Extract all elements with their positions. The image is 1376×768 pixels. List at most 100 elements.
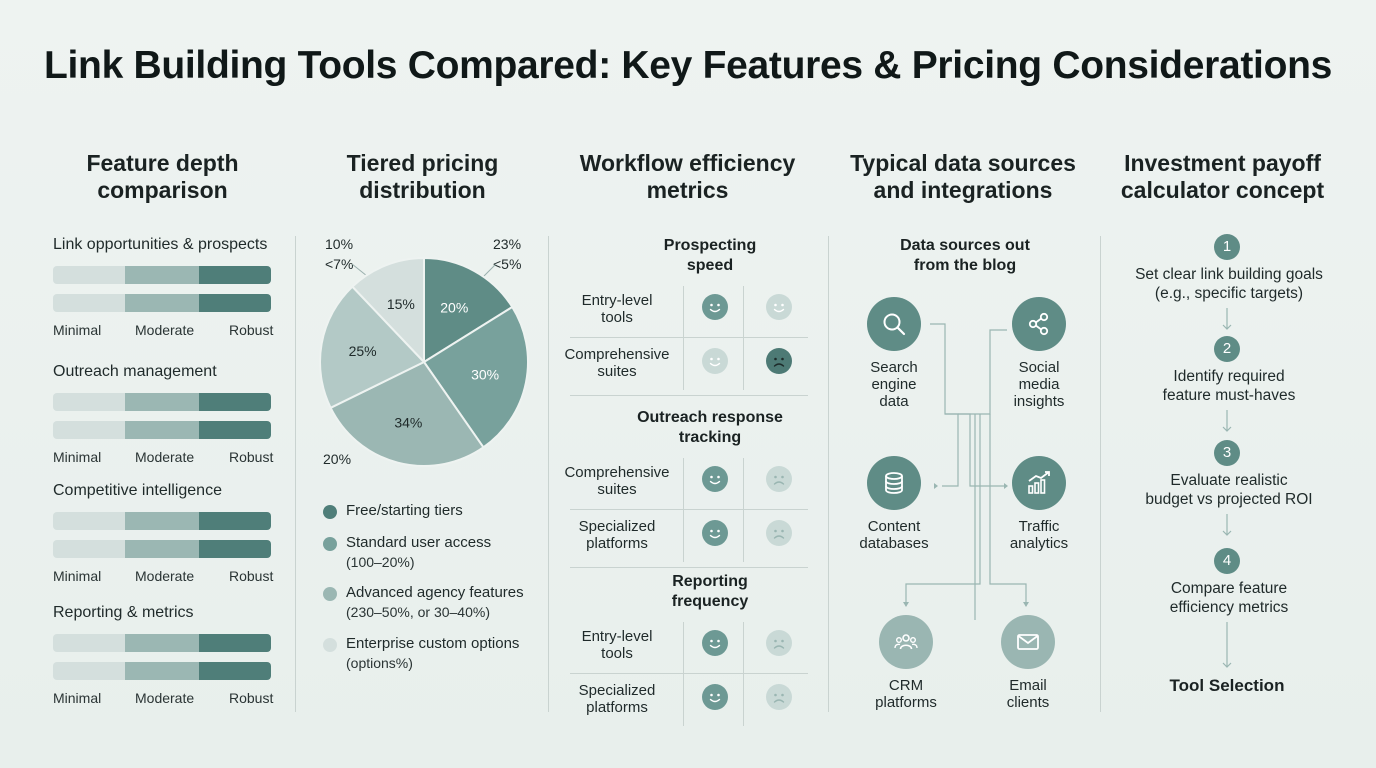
scale-robust: Robust [229,322,274,338]
pie-slice [422,305,529,449]
pie-outer-label: <7% [325,256,354,272]
grid-line [683,622,684,726]
scale-moderate: Moderate [135,690,195,706]
pie-slice [423,256,514,364]
feature-bar-segment [53,540,125,558]
feature-bar [53,393,271,411]
datasource-label-line: analytics [1009,535,1069,552]
pie-svg: 20% 30% 34% 25% 15% [319,256,529,467]
scale-moderate: Moderate [135,568,195,584]
step-number-badge: 2 [1214,336,1240,362]
workflow-section-title: Outreach response tracking [610,408,810,448]
feature-depth-title: Feature depth comparison [86,150,239,203]
down-arrow-icon [1221,410,1233,432]
workflow-row-label-line: platforms [586,699,648,716]
sad-face-icon [766,348,792,374]
legend-sublabel: (options%) [346,655,413,671]
pricing-pie-chart: 20% 30% 34% 25% 15% [318,256,530,468]
grid-line [743,458,744,562]
grid-line [570,509,808,510]
feature-bar-segment [53,266,125,284]
integration-connectors [903,323,1029,620]
workflow-row-label-line: Comprehensive [564,464,670,481]
datasource-label-line: Content [867,518,921,535]
datasource-label-line: media [1018,376,1060,393]
workflow-section-title: Prospecting speed [610,236,810,276]
datasource-label: Email clients [978,677,1078,711]
scale-minimal: Minimal [53,690,102,706]
workflow-section-title: Reporting frequency [610,572,810,612]
down-arrow-icon [1221,622,1233,668]
datasource-label-line: Social [1018,359,1060,376]
legend-label: Enterprise custom options [346,635,520,652]
sad-face-icon [766,466,792,492]
pie-outer-label: 10% [325,236,354,252]
sad-face-icon [766,684,792,710]
feature-bar [53,512,271,530]
workflow-row-label-line: Specialized [578,518,656,535]
datasource-label: CRM platforms [856,677,956,711]
workflow-title: Workflow efficiency metrics [579,150,796,203]
down-arrow-icon [1221,308,1233,330]
mail-icon [1001,615,1055,669]
scale-moderate: Moderate [135,449,195,465]
scale-robust: Robust [229,690,274,706]
feature-group-label: Link opportunities & prospects [53,236,268,253]
datasource-label-line: platforms [875,694,937,711]
grid-line [743,622,744,726]
feature-bar-segment [199,540,271,558]
pie-slice-label: 30% [471,367,499,383]
grid-line [683,458,684,562]
legend-label: Advanced agency features [346,584,524,601]
feature-bar [53,662,271,680]
column-divider [828,236,829,712]
smiley-face-icon [702,684,728,710]
workflow-row-label-line: Entry-level [581,628,653,645]
workflow-row-label-line: Entry-level [581,292,653,309]
workflow-row-label-line: suites [597,363,637,380]
down-arrow-icon [1221,514,1233,536]
datasource-label: Search engine data [844,359,944,410]
pie-slice [319,285,426,410]
feature-bar [53,294,271,312]
smiley-face-icon [702,520,728,546]
workflow-row-label: Entry-level tools [562,292,672,326]
legend-swatch [323,587,337,601]
smiley-face-icon [702,348,728,374]
feature-bar [53,540,271,558]
chart-icon [1012,456,1066,510]
datasources-subtitle: Data sources out from the blog [900,237,1030,274]
feature-bar-segment [199,393,271,411]
workflow-section-title-line: Reporting [672,573,748,590]
step-text-line: Compare feature [1170,580,1288,597]
pricing-title: Tiered pricing distribution [346,150,499,203]
feature-scale: Minimal Moderate Robust [53,690,283,708]
feature-bar-segment [53,294,125,312]
pie-slice-label: 25% [349,343,377,359]
smiley-face-icon [702,466,728,492]
grid-line [570,567,808,568]
feature-bar-segment [53,393,125,411]
datasource-label: Social media insights [989,359,1089,410]
step-text-line: Evaluate realistic [1170,472,1288,489]
feature-bar-segment [125,294,199,312]
grid-line [683,286,684,390]
datasource-label: Content databases [844,518,944,552]
sad-face-icon [766,630,792,656]
share-icon [1012,297,1066,351]
feature-bar-segment [199,634,271,652]
feature-scale: Minimal Moderate Robust [53,322,283,340]
workflow-row-label-line: platforms [586,535,648,552]
datasource-label-line: clients [1006,694,1050,711]
step-text-line: feature must-haves [1162,387,1296,404]
workflow-section-title-line: tracking [678,429,742,446]
step-number-badge: 3 [1214,440,1240,466]
feature-bar-segment [53,512,125,530]
feature-bar [53,634,271,652]
legend-item: Free/starting tiers [323,502,533,542]
users-icon [879,615,933,669]
feature-scale: Minimal Moderate Robust [53,568,283,586]
datasource-label-line: data [879,393,909,410]
grid-line [570,395,808,396]
smiley-face-icon [702,294,728,320]
